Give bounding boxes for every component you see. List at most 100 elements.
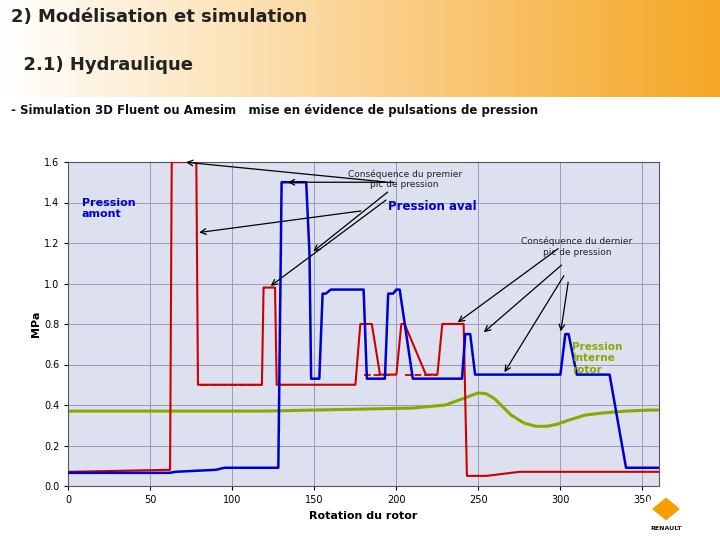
Bar — [425, 0, 427, 97]
Bar — [269, 0, 271, 97]
Bar — [108, 0, 110, 97]
Bar — [243, 0, 245, 97]
Bar — [127, 0, 130, 97]
Bar — [228, 0, 230, 97]
Bar — [9, 0, 12, 97]
Bar — [283, 0, 286, 97]
Bar — [101, 0, 103, 97]
Bar — [187, 0, 189, 97]
Bar — [531, 0, 533, 97]
Bar — [639, 0, 641, 97]
Bar — [432, 0, 434, 97]
Bar — [194, 0, 197, 97]
Bar — [607, 0, 610, 97]
Bar — [74, 0, 77, 97]
Text: 2.1) Hydraulique: 2.1) Hydraulique — [11, 56, 193, 75]
Bar — [117, 0, 120, 97]
Bar — [619, 0, 621, 97]
Bar — [34, 0, 36, 97]
Bar — [96, 0, 99, 97]
Polygon shape — [653, 498, 679, 519]
Bar — [295, 0, 297, 97]
Bar — [53, 0, 55, 97]
Bar — [274, 0, 276, 97]
Bar — [317, 0, 319, 97]
Bar — [261, 0, 264, 97]
Bar — [398, 0, 401, 97]
Bar — [492, 0, 495, 97]
Bar — [701, 0, 703, 97]
Bar — [691, 0, 693, 97]
Bar — [22, 0, 24, 97]
Bar — [132, 0, 135, 97]
Bar — [475, 0, 477, 97]
Bar — [657, 0, 660, 97]
Bar — [158, 0, 161, 97]
Bar — [446, 0, 449, 97]
Bar — [115, 0, 117, 97]
Bar — [430, 0, 432, 97]
Bar — [276, 0, 279, 97]
Bar — [207, 0, 209, 97]
Bar — [528, 0, 531, 97]
Bar — [14, 0, 17, 97]
Bar — [650, 0, 653, 97]
Bar — [189, 0, 192, 97]
Bar — [487, 0, 490, 97]
Bar — [504, 0, 506, 97]
Bar — [346, 0, 348, 97]
Bar — [271, 0, 274, 97]
Bar — [384, 0, 387, 97]
Bar — [662, 0, 665, 97]
Bar — [374, 0, 377, 97]
Bar — [655, 0, 657, 97]
Bar — [307, 0, 310, 97]
Bar — [48, 0, 50, 97]
Bar — [511, 0, 513, 97]
Bar — [358, 0, 360, 97]
Bar — [581, 0, 583, 97]
Bar — [569, 0, 571, 97]
Bar — [533, 0, 535, 97]
Bar — [571, 0, 574, 97]
Bar — [279, 0, 281, 97]
Bar — [163, 0, 166, 97]
Bar — [588, 0, 590, 97]
Bar — [353, 0, 355, 97]
Bar — [259, 0, 261, 97]
Bar — [209, 0, 211, 97]
Bar — [36, 0, 38, 97]
Bar — [562, 0, 564, 97]
Bar — [300, 0, 302, 97]
Bar — [437, 0, 439, 97]
Bar — [470, 0, 473, 97]
Bar — [463, 0, 466, 97]
Bar — [636, 0, 639, 97]
Text: 2) Modélisation et simulation: 2) Modélisation et simulation — [11, 8, 307, 26]
Bar — [293, 0, 295, 97]
Bar — [218, 0, 221, 97]
Polygon shape — [639, 489, 693, 529]
Bar — [585, 0, 588, 97]
Bar — [185, 0, 187, 97]
Bar — [355, 0, 358, 97]
Bar — [178, 0, 180, 97]
Bar — [379, 0, 382, 97]
Bar — [617, 0, 619, 97]
Bar — [451, 0, 454, 97]
Bar — [333, 0, 336, 97]
Bar — [427, 0, 430, 97]
Bar — [382, 0, 384, 97]
Bar — [113, 0, 115, 97]
Bar — [151, 0, 153, 97]
Bar — [266, 0, 269, 97]
Bar — [552, 0, 554, 97]
Bar — [240, 0, 243, 97]
Bar — [211, 0, 214, 97]
Bar — [495, 0, 497, 97]
Bar — [693, 0, 696, 97]
Bar — [480, 0, 482, 97]
Bar — [202, 0, 204, 97]
Bar — [653, 0, 655, 97]
Bar — [65, 0, 67, 97]
